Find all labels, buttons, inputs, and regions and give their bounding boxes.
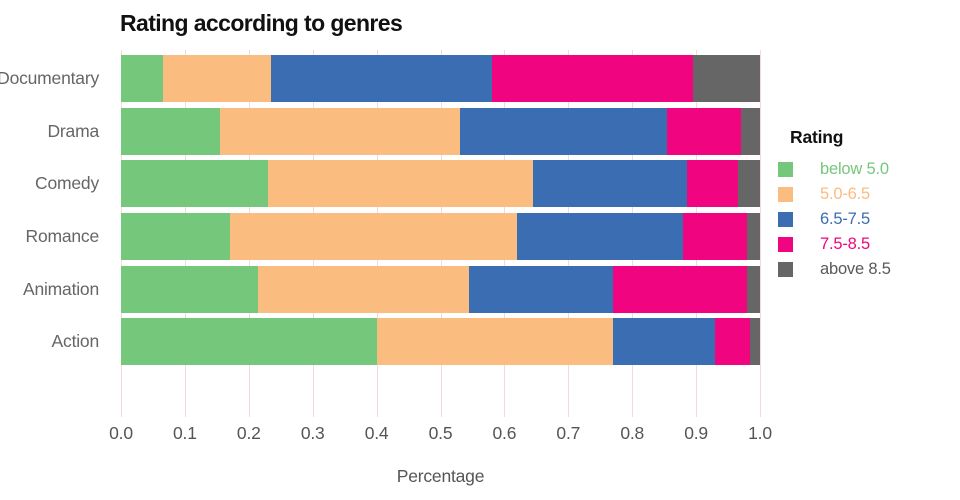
x-axis-tick-label: 0.9 [684, 423, 708, 443]
y-axis-label: Drama [47, 120, 99, 141]
x-axis-title: Percentage [396, 466, 485, 486]
legend-label: below 5.0 [820, 160, 889, 178]
bar-segment [715, 318, 751, 366]
legend-label: 6.5-7.5 [820, 210, 870, 228]
bar-segment [750, 318, 760, 366]
x-axis-tick-label: 0.1 [173, 423, 197, 443]
legend: Rating below 5.0 5.0-6.5 6.5-7.5 7.5-8.5 abo… [778, 127, 956, 282]
bar-segment [747, 265, 760, 313]
x-axis-tick-label: 0.5 [428, 423, 453, 443]
bar-row [121, 107, 760, 155]
legend-swatch [778, 262, 793, 277]
x-axis-tick-label: 0.6 [492, 423, 517, 443]
bar-segment [459, 107, 668, 155]
legend-label: 5.0-6.5 [820, 185, 870, 203]
plot-area [121, 50, 761, 417]
x-axis-tick-label: 0.4 [364, 423, 389, 443]
legend-item: 7.5-8.5 [778, 232, 956, 257]
bar-segment [613, 265, 748, 313]
bar-row [121, 55, 760, 102]
bar-segment [121, 107, 221, 155]
x-axis-tick-label: 0.0 [109, 423, 133, 443]
y-axis-label: Documentary [0, 68, 99, 88]
x-axis-tick-label: 0.2 [236, 423, 261, 443]
legend-items: below 5.0 5.0-6.5 6.5-7.5 7.5-8.5 above 8.5 [778, 157, 956, 282]
bar-segment [121, 160, 268, 208]
bar-segment [121, 55, 163, 102]
legend-swatch [778, 237, 793, 252]
bar-segment [162, 55, 272, 102]
y-axis-label: Comedy [35, 173, 99, 194]
bar-segment [491, 55, 693, 102]
bar-segment [229, 212, 518, 260]
bar-segment [737, 160, 760, 208]
bar-segment [613, 318, 716, 366]
legend-item: below 5.0 [778, 157, 956, 182]
legend-title: Rating [790, 127, 844, 147]
bar-segment [469, 265, 613, 313]
bar-segment [740, 107, 760, 155]
bar-row [121, 318, 760, 366]
legend-label: above 8.5 [820, 260, 891, 278]
gridline [760, 50, 761, 417]
x-axis-tick-label: 0.7 [556, 423, 581, 443]
legend-swatch [778, 212, 793, 227]
bar-segment [683, 212, 748, 260]
bar-segment [376, 318, 614, 366]
legend-item: 6.5-7.5 [778, 207, 956, 232]
y-axis-label: Action [51, 331, 100, 352]
bar-segment [667, 107, 741, 155]
y-axis-label: Romance [25, 225, 100, 246]
bar-row [121, 265, 760, 313]
legend-swatch [778, 187, 793, 202]
legend-item: above 8.5 [778, 257, 956, 282]
legend-swatch [778, 162, 793, 177]
bar-segment [747, 212, 760, 260]
bar-segment [686, 160, 738, 208]
y-axis-label: Animation [22, 278, 99, 299]
chart-title: Rating according to genres [120, 10, 403, 36]
x-axis-tick-label: 1.0 [748, 423, 772, 443]
bar-segment [121, 318, 377, 366]
x-axis-tick-label: 0.3 [300, 423, 325, 443]
bar-segment [258, 265, 470, 313]
bar-segment [267, 160, 534, 208]
bar-row [121, 160, 760, 208]
y-axis-labels: Documentary Drama Comedy Romance Animation Ac… [0, 50, 110, 417]
bar-segment [533, 160, 687, 208]
bar-segment [121, 265, 259, 313]
bar-segment [271, 55, 492, 102]
x-axis-ticks: 0.0 0.1 0.2 0.3 0.4 0.5 0.6 0.7 0.8 0.9 1.0 [109, 423, 772, 443]
bar-segment [220, 107, 460, 155]
bar-row [121, 212, 760, 260]
legend-item: 5.0-6.5 [778, 182, 956, 207]
x-axis-tick-label: 0.8 [620, 423, 645, 443]
bar-segment [692, 55, 760, 102]
bar-segment [121, 212, 230, 260]
bar-segment [517, 212, 684, 260]
legend-label: 7.5-8.5 [820, 235, 870, 253]
